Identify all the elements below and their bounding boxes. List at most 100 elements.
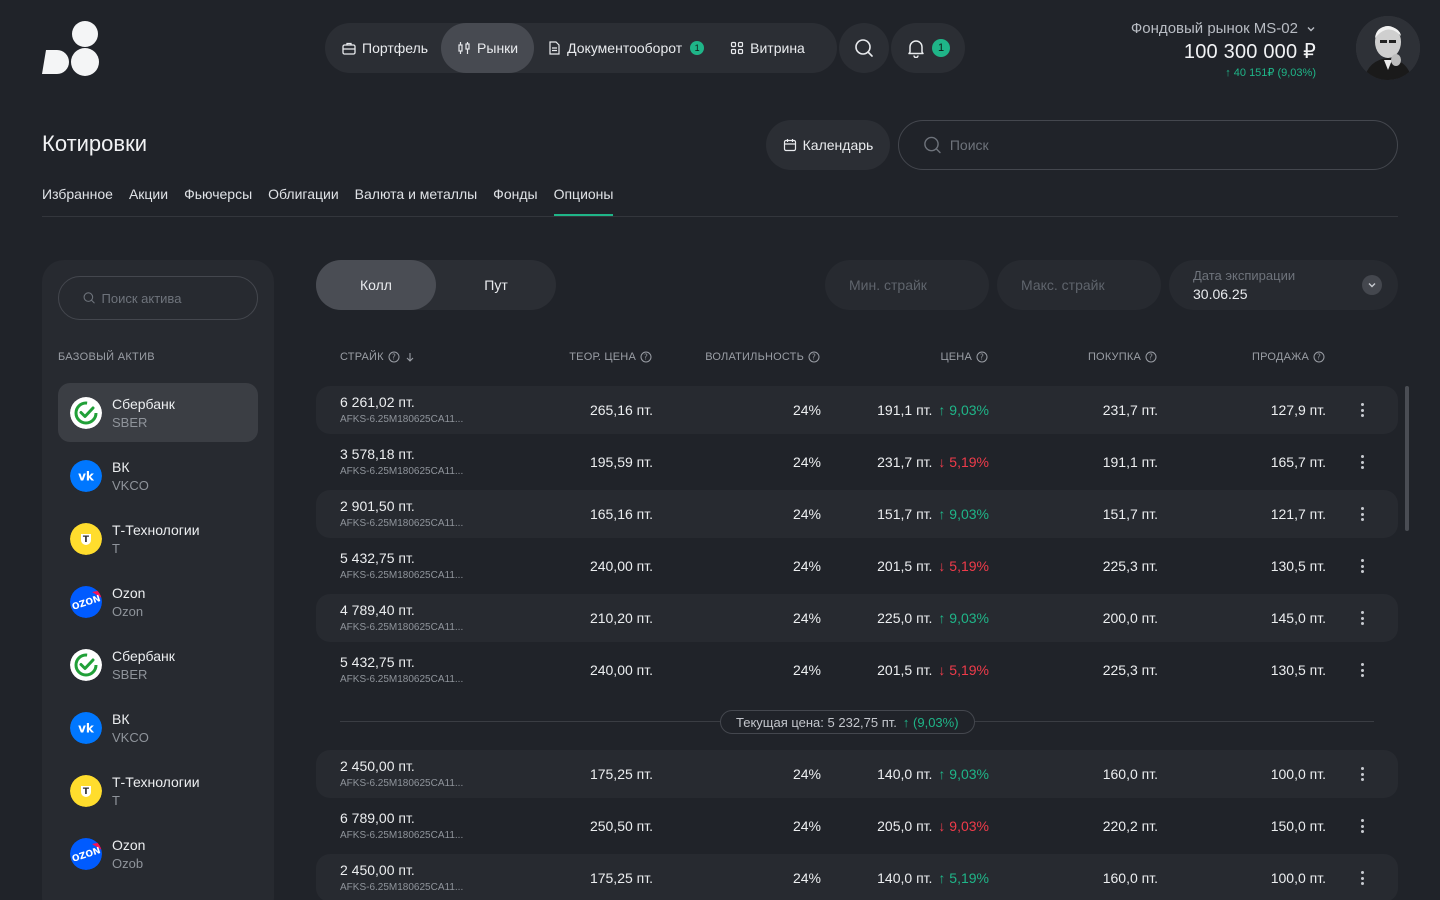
nav-documents-label: Документооборот (567, 40, 683, 56)
nav-showcase-label: Витрина (750, 40, 805, 56)
search-icon (83, 292, 95, 304)
header-buy-label: ПОКУПКА (1087, 351, 1141, 363)
asset-item[interactable]: T Т-Технологии T (58, 761, 258, 820)
theor-price: 175,25 пт. (589, 766, 653, 782)
asset-item[interactable]: vk ВК VKCO (58, 446, 258, 505)
asset-name: Сбербанк (112, 647, 175, 664)
asset-item[interactable]: Сбербанк SBER (58, 383, 258, 442)
chevron-down-icon[interactable] (1306, 24, 1316, 34)
option-code: AFKS-6.25M180625CA11... (340, 518, 464, 529)
more-options-icon[interactable] (1356, 609, 1368, 627)
more-options-icon[interactable] (1356, 817, 1368, 835)
max-strike-input[interactable] (1021, 277, 1131, 293)
help-icon[interactable]: ? (640, 351, 652, 363)
theor-price: 240,00 пт. (589, 558, 653, 574)
help-icon[interactable]: ? (976, 351, 988, 363)
help-icon[interactable]: ? (1145, 351, 1157, 363)
documents-badge: 1 (690, 41, 705, 55)
avatar[interactable] (1356, 16, 1420, 80)
notifications-button[interactable]: 1 (891, 23, 965, 73)
more-options-icon[interactable] (1356, 765, 1368, 783)
tab-options[interactable]: Опционы (553, 186, 613, 216)
calendar-icon (783, 139, 796, 152)
option-code: AFKS-6.25M180625CA11... (340, 622, 464, 633)
sell-price: 100,0 пт. (1270, 870, 1326, 886)
asset-item[interactable]: T Т-Технологии T (58, 509, 258, 568)
sort-arrow-down-icon[interactable] (404, 351, 416, 363)
help-icon[interactable]: ? (388, 351, 400, 363)
table-row[interactable]: 5 432,75 пт. AFKS-6.25M180625CA11... 240,0… (316, 542, 1398, 590)
tab-stocks[interactable]: Акции (128, 186, 169, 202)
price-change: ↓ 5,19% (938, 454, 989, 470)
help-icon[interactable]: ? (808, 351, 820, 363)
option-type-toggle: Колл Пут (316, 260, 556, 310)
svg-text:?: ? (980, 353, 984, 362)
buy-price: 160,0 пт. (1102, 870, 1158, 886)
asset-item[interactable]: OZON Ozon Ozob (58, 824, 258, 883)
header-theor-price[interactable]: ТЕОР. ЦЕНА ? (569, 351, 652, 363)
svg-text:?: ? (1149, 353, 1153, 362)
nav-markets[interactable]: Рынки (441, 23, 535, 73)
tab-currency-metals[interactable]: Валюта и металлы (354, 186, 478, 202)
tab-funds[interactable]: Фонды (493, 186, 538, 202)
volatility: 24% (792, 558, 821, 574)
help-icon[interactable]: ? (1313, 351, 1325, 363)
chevron-down-icon[interactable] (1362, 275, 1382, 295)
table-row[interactable]: 3 578,18 пт. AFKS-6.25M180625CA11... 195,5… (316, 438, 1398, 486)
table-row[interactable]: 4 789,40 пт. AFKS-6.25M180625CA11... 210,2… (316, 594, 1398, 642)
app-logo[interactable] (42, 20, 100, 76)
calendar-button[interactable]: Календарь (766, 120, 890, 170)
nav-showcase[interactable]: Витрина (717, 23, 818, 73)
more-options-icon[interactable] (1356, 661, 1368, 679)
asset-item[interactable]: OZON Ozon Ozon (58, 572, 258, 631)
asset-item[interactable]: Сбербанк SBER (58, 635, 258, 694)
tab-futures[interactable]: Фьючерсы (184, 186, 253, 202)
table-row[interactable]: 2 450,00 пт. AFKS-6.25M180625CA11... 175,2… (316, 854, 1398, 900)
call-toggle[interactable]: Колл (316, 260, 436, 310)
asset-search[interactable] (58, 276, 258, 320)
nav-documents[interactable]: Документооборот 1 (534, 23, 717, 73)
header-strike[interactable]: СТРАЙК ? (340, 351, 416, 363)
min-strike-filter[interactable] (825, 260, 989, 310)
max-strike-filter[interactable] (997, 260, 1161, 310)
global-search-button[interactable] (839, 23, 889, 73)
quotes-search[interactable] (898, 120, 1398, 170)
expiry-date-select[interactable]: Дата экспирации 30.06.25 (1169, 260, 1398, 310)
sell-price: 100,0 пт. (1270, 766, 1326, 782)
table-row[interactable]: 2 450,00 пт. AFKS-6.25M180625CA11... 175,2… (316, 750, 1398, 798)
account-change: ↑ 40 151₽ (9,03%) (1225, 67, 1316, 79)
account-summary[interactable]: Фондовый рынок MS-02 100 300 000 ₽ ↑ 40 … (1131, 20, 1316, 79)
more-options-icon[interactable] (1356, 401, 1368, 419)
more-options-icon[interactable] (1356, 557, 1368, 575)
more-options-icon[interactable] (1356, 453, 1368, 471)
min-strike-input[interactable] (849, 277, 959, 293)
header-price[interactable]: ЦЕНА ? (940, 351, 988, 363)
table-row[interactable]: 2 901,50 пт. AFKS-6.25M180625CA11... 165,1… (316, 490, 1398, 538)
more-options-icon[interactable] (1356, 505, 1368, 523)
put-toggle[interactable]: Пут (484, 277, 508, 293)
asset-search-input[interactable] (101, 290, 257, 306)
strike-value: 5 432,75 пт. (340, 654, 415, 670)
nav-portfolio[interactable]: Портфель (329, 23, 441, 73)
header-buy[interactable]: ПОКУПКА ? (1088, 351, 1157, 363)
header-volatility[interactable]: ВОЛАТИЛЬНОСТЬ ? (705, 351, 820, 363)
table-scrollbar[interactable] (1405, 386, 1409, 531)
asset-item[interactable]: vk ВК VKCO (58, 698, 258, 757)
table-row[interactable]: 6 789,00 пт. AFKS-6.25M180625CA11... 250,5… (316, 802, 1398, 850)
tab-bonds[interactable]: Облигации (268, 186, 339, 202)
more-options-icon[interactable] (1356, 869, 1368, 887)
table-row[interactable]: 6 261,02 пт. AFKS-6.25M180625CA11... 265,1… (316, 386, 1398, 434)
table-row[interactable]: 5 432,75 пт. AFKS-6.25M180625CA11... 240,0… (316, 646, 1398, 694)
price-change: ↑ 5,19% (938, 870, 989, 886)
asset-name: Т-Технологии (112, 521, 200, 538)
price-change: ↑ 9,03% (938, 402, 989, 418)
main-nav: Портфель Рынки Документооборот 1 Витрина (325, 23, 837, 73)
header-sell[interactable]: ПРОДАЖА ? (1252, 351, 1325, 363)
buy-price: 220,2 пт. (1102, 818, 1158, 834)
tab-favorites[interactable]: Избранное (42, 186, 113, 202)
quotes-search-input[interactable] (949, 137, 1397, 153)
market-tabs: Избранное Акции Фьючерсы Облигации Валют… (42, 186, 613, 216)
document-icon (549, 41, 560, 55)
sber-logo-icon (70, 396, 102, 429)
asset-ticker: T (112, 540, 120, 556)
